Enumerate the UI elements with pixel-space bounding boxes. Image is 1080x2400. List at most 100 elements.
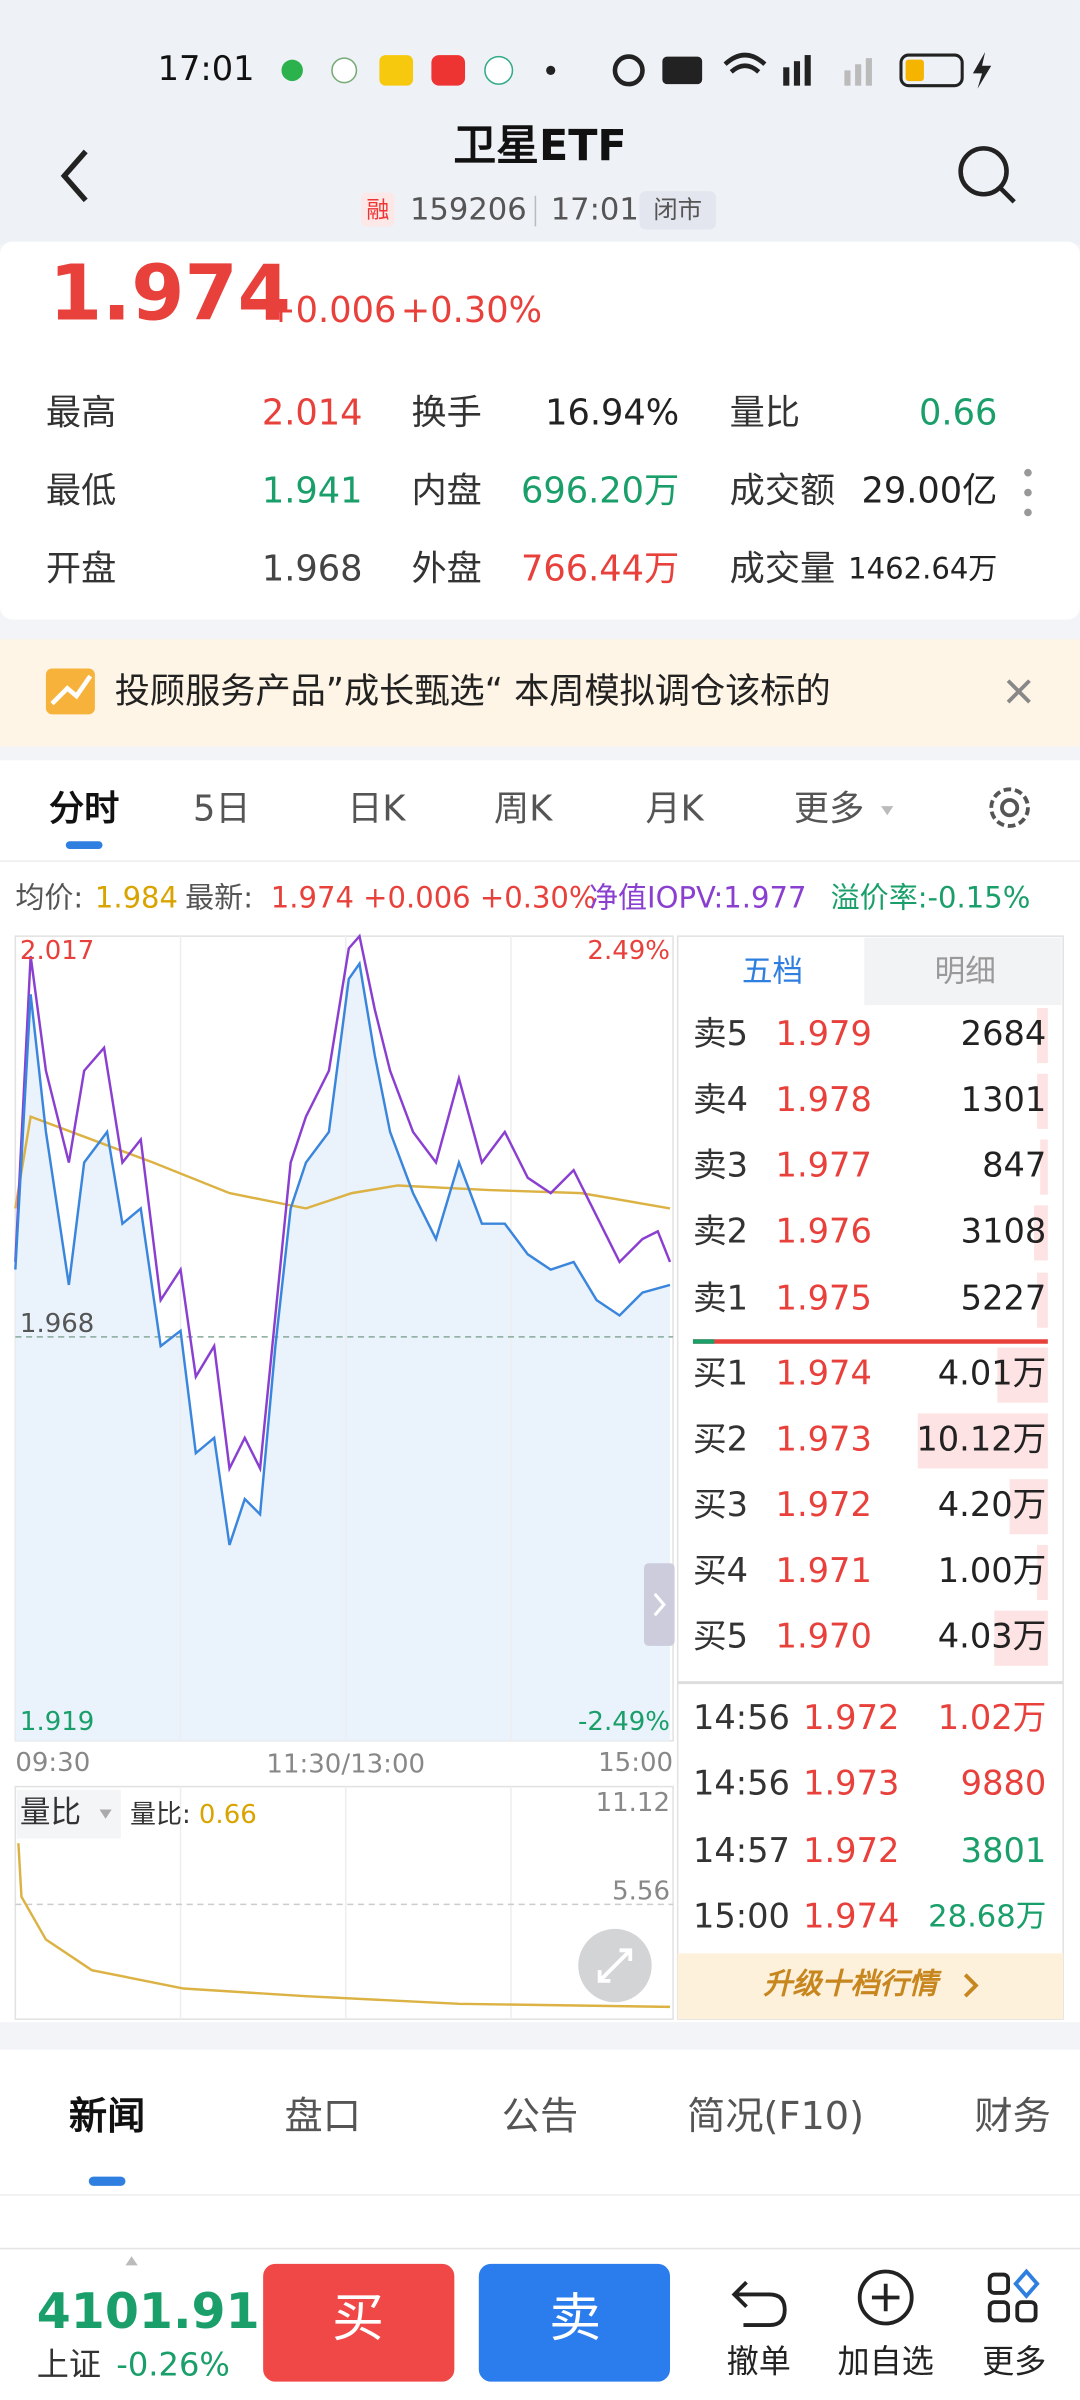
price: 1.974 <box>49 249 291 338</box>
volume-value: 0.66 <box>199 1800 257 1830</box>
header-bg <box>0 0 1080 245</box>
tab-underline <box>65 841 103 849</box>
avg-value: 1.984 <box>95 880 178 914</box>
more-dots[interactable] <box>1024 468 1032 517</box>
depth-bar <box>917 1413 1048 1469</box>
index-change: -0.26% <box>116 2345 230 2383</box>
depth-bar <box>1037 1544 1048 1600</box>
chart-high: 2.017 <box>20 936 94 966</box>
level-price: 1.972 <box>776 1485 872 1524</box>
news-tab[interactable]: 财务 <box>974 2095 1050 2139</box>
status-time: 17:01 <box>158 49 255 88</box>
level-price: 1.978 <box>776 1080 872 1119</box>
news-tab[interactable]: 简况(F10) <box>687 2095 864 2139</box>
action-icons[interactable] <box>731 2268 1040 2327</box>
stat-label: 量比 <box>730 393 800 434</box>
quote-card <box>0 241 1080 620</box>
level-volume: 10.12万 <box>916 1419 1046 1458</box>
banner-icon <box>45 668 95 715</box>
trade-time: 14:56 <box>693 1698 790 1737</box>
trade-price: 1.974 <box>803 1897 899 1936</box>
level-label: 卖2 <box>693 1211 748 1250</box>
sell-button[interactable] <box>478 2263 671 2382</box>
chart-tabs: 分时 5日 日K 周K 月K 更多 <box>49 789 864 830</box>
depth-bar <box>1009 1479 1048 1535</box>
level-label: 买2 <box>693 1419 748 1458</box>
chart-tab[interactable]: 5日 <box>193 789 251 830</box>
volume-selector[interactable]: 量比 <box>20 1796 81 1831</box>
level-price: 1.976 <box>776 1211 872 1250</box>
price-line <box>14 960 671 1546</box>
state-bg <box>639 191 716 230</box>
depth-bar <box>994 1610 1048 1666</box>
news-section <box>0 2049 1080 2249</box>
stat-value: 29.00亿 <box>861 471 997 512</box>
level-volume: 5227 <box>961 1279 1047 1318</box>
stat-label: 换手 <box>412 393 482 434</box>
stat-label: 开盘 <box>46 549 116 590</box>
detail-tab[interactable]: 明细 <box>935 954 996 989</box>
level-label: 卖1 <box>693 1279 748 1318</box>
stats: 最高 2.014 换手 16.94% 量比 0.66 最低 1.941 内盘 696.20万 成交额… <box>46 393 997 590</box>
trade-volume: 3801 <box>961 1831 1047 1870</box>
upgrade[interactable]: 升级十档行情 <box>763 1966 942 2000</box>
stat-label: 外盘 <box>412 549 482 590</box>
news-tab[interactable]: 新闻 <box>69 2095 145 2139</box>
volume-max: 11.12 <box>596 1788 670 1818</box>
tag-bg <box>361 192 395 227</box>
back-button[interactable] <box>60 149 88 203</box>
depth-bar <box>1037 1272 1048 1328</box>
chart-tab[interactable]: 周K <box>494 789 553 830</box>
chart-tab[interactable]: 分时 <box>49 789 119 830</box>
buy-label[interactable]: 买 <box>332 2289 384 2349</box>
trade-price: 1.973 <box>803 1764 899 1803</box>
buy-button[interactable] <box>263 2263 455 2382</box>
order-rows: 卖5 1.979 2684 卖4 1.978 1301 卖3 1.977 847 卖2 1.976 3… <box>693 1008 1048 1936</box>
quote-time: 17:01 <box>551 193 639 228</box>
sell-label[interactable]: 卖 <box>549 2289 601 2349</box>
news-underline <box>88 2176 126 2186</box>
stat-value: 2.014 <box>262 393 363 434</box>
volume-ratio-line <box>17 1843 671 2009</box>
level-price: 1.977 <box>776 1146 872 1185</box>
expand-button[interactable] <box>578 1928 652 2003</box>
search-button[interactable] <box>958 146 1016 204</box>
banner-text[interactable]: 投顾服务产品”成长甄选“ 本周模拟调仓该标的 <box>115 671 831 712</box>
collapse-tab[interactable] <box>644 1563 675 1646</box>
action-more[interactable]: 更多 <box>982 2342 1046 2380</box>
index-value[interactable]: 4101.91 <box>37 2283 260 2340</box>
latest-label: 最新: <box>185 880 253 914</box>
stat-value: 16.94% <box>545 393 679 434</box>
chart-tab[interactable]: 月K <box>645 789 704 830</box>
news-tab[interactable]: 公告 <box>502 2095 578 2139</box>
iopv: 净值IOPV:1.977 <box>589 880 806 914</box>
stat-value: 1.941 <box>262 471 363 512</box>
action-cancel[interactable]: 撤单 <box>727 2342 791 2380</box>
chart-tab[interactable]: 日K <box>347 789 406 830</box>
banner-close[interactable] <box>1006 679 1031 704</box>
chart-tab[interactable]: 更多 <box>794 789 864 830</box>
chart-high-pct: 2.49% <box>587 936 670 966</box>
stat-value: 696.20万 <box>521 471 679 512</box>
level-label: 买3 <box>693 1485 748 1524</box>
upgrade-arrow <box>963 1973 979 1998</box>
title: 卫星ETF <box>453 121 626 171</box>
premium: 溢价率:-0.15% <box>831 880 1031 914</box>
iopv-line <box>14 933 672 1473</box>
settings-button[interactable] <box>989 787 1030 828</box>
action-watch[interactable]: 加自选 <box>838 2342 934 2380</box>
stat-value: 1.968 <box>262 549 363 590</box>
level-price: 1.971 <box>776 1551 872 1590</box>
chart-low: 1.919 <box>20 1707 94 1737</box>
market-state: 闭市 <box>653 195 702 224</box>
upgrade-bg[interactable] <box>677 1953 1064 2020</box>
news-tabs: 新闻 盘口 公告 简况(F10) 财务 <box>69 2095 1051 2139</box>
level-price: 1.979 <box>776 1014 872 1053</box>
book-tab[interactable]: 五档 <box>742 954 803 989</box>
news-tab[interactable]: 盘口 <box>285 2095 361 2139</box>
banner-bg <box>0 639 1080 747</box>
level-volume: 847 <box>982 1146 1046 1185</box>
level-volume: 4.01万 <box>938 1354 1047 1393</box>
level-price: 1.970 <box>776 1617 872 1656</box>
